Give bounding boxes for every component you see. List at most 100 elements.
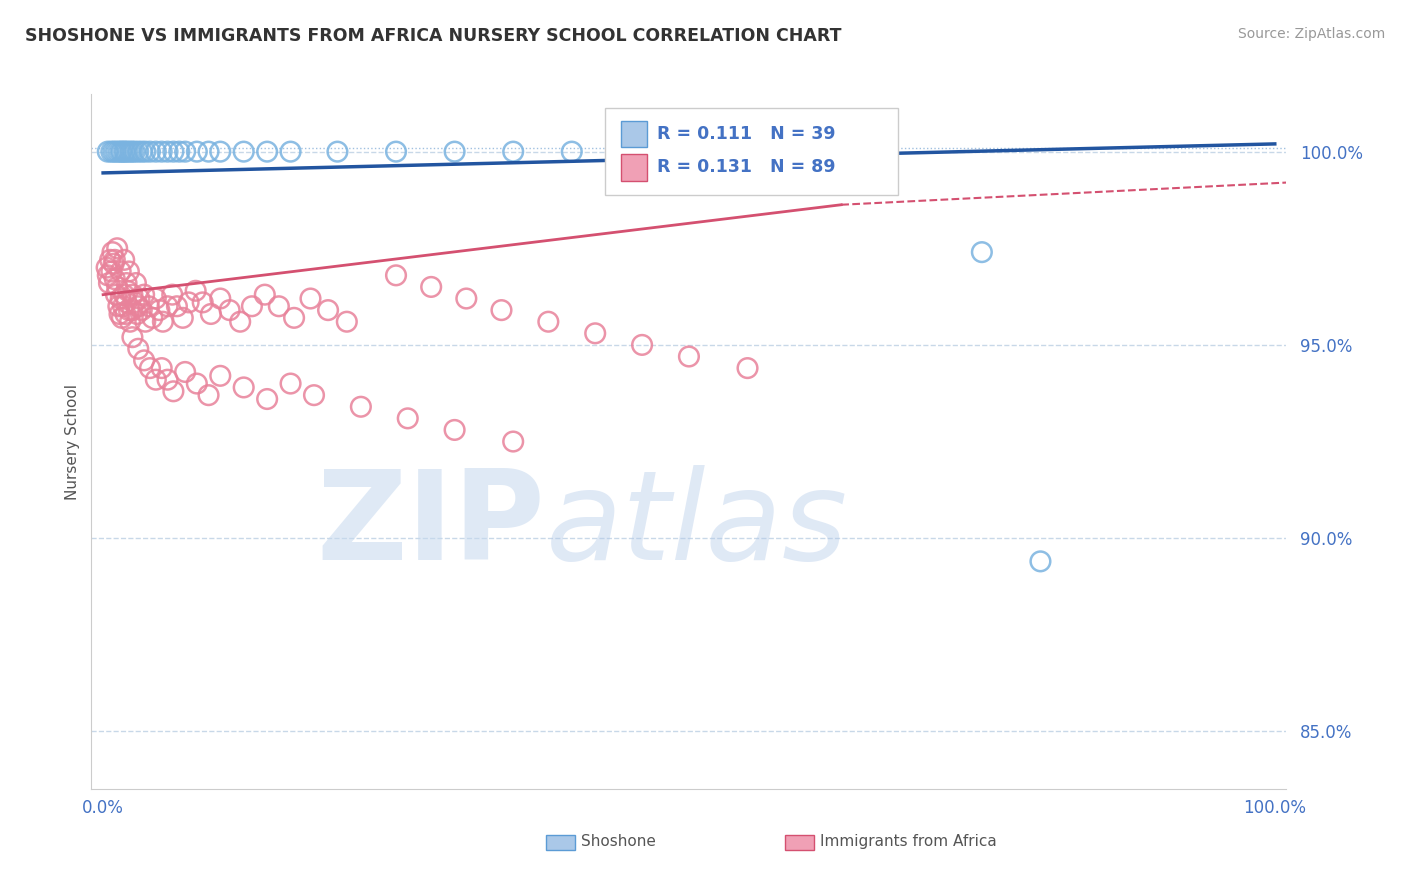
Text: atlas: atlas (546, 465, 848, 585)
Point (120, 145, 141, 159)
Point (209, 292, 232, 306)
Point (124, 295, 146, 310)
Point (1029, 554, 1052, 568)
Point (678, 350, 700, 364)
Point (280, 145, 302, 159)
Point (121, 145, 143, 159)
Point (103, 145, 125, 159)
Point (114, 307, 136, 321)
Point (134, 145, 156, 159)
Bar (546, 835, 575, 850)
Point (104, 252, 127, 267)
Point (385, 268, 408, 283)
Point (115, 276, 138, 290)
Point (172, 310, 194, 325)
Point (631, 338, 654, 352)
Point (128, 292, 150, 306)
Point (124, 145, 146, 159)
Text: Immigrants from Africa: Immigrants from Africa (821, 834, 997, 849)
Point (420, 280, 443, 294)
Point (112, 299, 135, 313)
Point (218, 303, 240, 318)
Text: ZIP: ZIP (316, 465, 546, 585)
Point (350, 400, 373, 414)
Point (302, 388, 325, 402)
Point (537, 315, 560, 329)
Text: R = 0.111   N = 39: R = 0.111 N = 39 (657, 125, 835, 143)
Point (156, 299, 179, 313)
Point (678, 145, 700, 159)
Point (162, 384, 184, 399)
Point (256, 392, 278, 406)
Point (121, 330, 143, 344)
Point (105, 280, 128, 294)
Point (283, 310, 305, 325)
Point (145, 373, 167, 387)
Point (150, 145, 173, 159)
Point (111, 310, 134, 325)
Point (737, 145, 759, 159)
Point (737, 361, 759, 376)
Point (177, 295, 200, 310)
Point (970, 245, 993, 260)
Point (583, 326, 606, 341)
Point (209, 145, 232, 159)
Point (138, 299, 160, 313)
Point (100, 264, 122, 278)
Point (385, 145, 408, 159)
Point (132, 287, 156, 301)
Point (96, 260, 118, 275)
Point (105, 241, 128, 255)
Point (184, 284, 207, 298)
Point (232, 380, 254, 394)
Point (107, 299, 129, 313)
Point (117, 284, 139, 298)
Point (502, 145, 524, 159)
Point (240, 299, 263, 313)
Point (104, 272, 127, 286)
Point (197, 145, 219, 159)
Point (131, 145, 153, 159)
Point (105, 145, 127, 159)
Point (456, 292, 478, 306)
Point (326, 145, 349, 159)
Text: SHOSHONE VS IMMIGRANTS FROM AFRICA NURSERY SCHOOL CORRELATION CHART: SHOSHONE VS IMMIGRANTS FROM AFRICA NURSE… (25, 27, 842, 45)
Point (186, 376, 208, 391)
Point (110, 292, 132, 306)
Point (197, 388, 219, 402)
Point (118, 264, 141, 278)
Point (443, 145, 465, 159)
Point (191, 295, 214, 310)
Point (141, 310, 163, 325)
Point (97, 145, 120, 159)
Point (127, 342, 149, 356)
Point (120, 315, 141, 329)
Point (97, 268, 120, 283)
Point (491, 303, 513, 318)
Point (139, 145, 162, 159)
Point (107, 145, 129, 159)
Point (336, 315, 359, 329)
Point (186, 145, 208, 159)
Point (160, 287, 183, 301)
Point (134, 315, 156, 329)
FancyBboxPatch shape (605, 108, 898, 194)
Point (110, 264, 132, 278)
Point (166, 299, 188, 313)
Text: R = 0.131   N = 89: R = 0.131 N = 89 (657, 158, 835, 176)
Point (150, 361, 173, 376)
Point (132, 353, 156, 368)
Point (110, 145, 132, 159)
Point (174, 365, 197, 379)
Point (256, 145, 278, 159)
Point (125, 276, 148, 290)
Point (103, 257, 125, 271)
Point (209, 368, 232, 383)
Point (229, 315, 252, 329)
Point (121, 287, 143, 301)
Point (267, 299, 290, 313)
Point (101, 245, 124, 260)
Point (152, 315, 174, 329)
Point (853, 145, 876, 159)
Point (443, 423, 465, 437)
